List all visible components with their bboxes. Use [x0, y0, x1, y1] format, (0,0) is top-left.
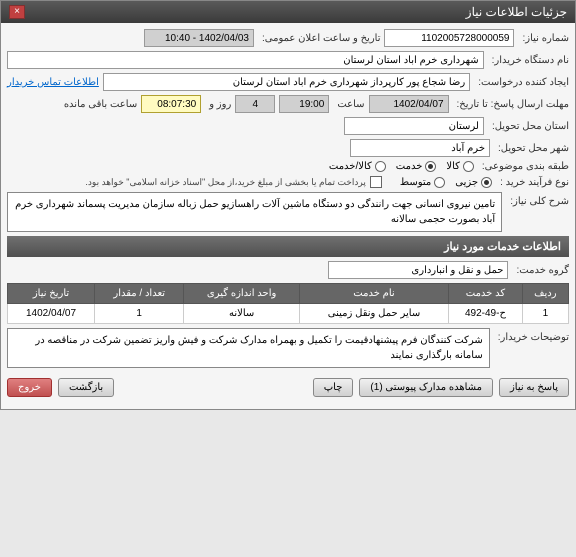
- back-button[interactable]: بازگشت: [58, 378, 114, 397]
- radio-icon: [375, 161, 386, 172]
- announce-datetime-field: 1402/04/03 - 10:40: [144, 29, 254, 47]
- radio-goods-service-label: کالا/خدمت: [329, 161, 372, 172]
- category-label: طبقه بندی موضوعی:: [478, 161, 569, 172]
- td-qty: 1: [95, 304, 184, 324]
- delivery-city-label: شهر محل تحویل:: [494, 143, 569, 154]
- request-creator-label: ایجاد کننده درخواست:: [474, 77, 569, 88]
- delivery-city-field: خرم آباد: [350, 139, 490, 157]
- td-index: 1: [522, 304, 568, 324]
- remaining-time-field: 08:07:30: [141, 95, 201, 113]
- section-header: اطلاعات خدمات مورد نیاز: [7, 236, 569, 257]
- keywords-textarea: تامین نیروی انسانی جهت رانندگی دو دستگاه…: [7, 192, 502, 232]
- radio-goods-label: کالا: [446, 161, 460, 172]
- th-date: تاریخ نیاز: [8, 284, 95, 304]
- purchase-type-label: نوع فرآیند خرید :: [496, 177, 569, 188]
- td-date: 1402/04/07: [8, 304, 95, 324]
- days-field: 4: [235, 95, 275, 113]
- buyer-device-label: نام دستگاه خریدار:: [488, 55, 569, 66]
- request-creator-field: رضا شجاع پور کارپرداز شهرداری خرم اباد ا…: [103, 73, 470, 91]
- delivery-province-label: استان محل تحویل:: [488, 121, 569, 132]
- th-unit: واحد اندازه گیری: [184, 284, 299, 304]
- need-number-label: شماره نیاز:: [518, 33, 569, 44]
- radio-goods-service[interactable]: کالا/خدمت: [329, 161, 386, 172]
- deadline-label: مهلت ارسال پاسخ: تا تاریخ:: [453, 99, 569, 110]
- radio-icon: [434, 177, 445, 188]
- radio-goods[interactable]: کالا: [446, 161, 474, 172]
- td-unit: سالانه: [184, 304, 299, 324]
- exit-button[interactable]: خروج: [7, 378, 52, 397]
- radio-icon: [425, 161, 436, 172]
- radio-service[interactable]: خدمت: [396, 161, 437, 172]
- service-group-field: حمل و نقل و انبارداری: [328, 261, 508, 279]
- radio-minor-label: جزیی: [455, 177, 478, 188]
- days-label: روز و: [205, 99, 231, 110]
- buyer-device-field: شهرداری خرم اباد استان لرستان: [7, 51, 484, 69]
- deadline-time-field: 19:00: [279, 95, 329, 113]
- content-area: شماره نیاز: 1102005728000059 تاریخ و ساع…: [1, 23, 575, 409]
- purchase-type-group: جزیی متوسط: [400, 177, 492, 188]
- td-code: ح-49-492: [449, 304, 523, 324]
- th-code: کد خدمت: [449, 284, 523, 304]
- services-table: ردیف کد خدمت نام خدمت واحد اندازه گیری ت…: [7, 283, 569, 324]
- respond-button[interactable]: پاسخ به نیاز: [499, 378, 569, 397]
- table-row: 1 ح-49-492 سایر حمل ونقل زمینی سالانه 1 …: [8, 304, 569, 324]
- window-title: جزئیات اطلاعات نیاز: [466, 5, 567, 19]
- service-group-label: گروه خدمت:: [512, 265, 569, 276]
- announce-label: تاریخ و ساعت اعلان عمومی:: [258, 33, 381, 44]
- print-button[interactable]: چاپ: [313, 378, 354, 397]
- radio-medium-label: متوسط: [400, 177, 431, 188]
- main-window: جزئیات اطلاعات نیاز × شماره نیاز: 110200…: [0, 0, 576, 410]
- table-header-row: ردیف کد خدمت نام خدمت واحد اندازه گیری ت…: [8, 284, 569, 304]
- remaining-label: ساعت باقی مانده: [60, 99, 137, 110]
- buyer-contact-link[interactable]: اطلاعات تماس خریدار: [7, 77, 99, 88]
- buyer-notes-textarea: شرکت کنندگان فرم پیشنهادقیمت را تکمیل و …: [7, 328, 490, 368]
- radio-icon: [463, 161, 474, 172]
- radio-service-label: خدمت: [396, 161, 423, 172]
- time-label: ساعت: [333, 99, 364, 110]
- payment-note: پرداخت تمام یا بخشی از مبلغ خرید،از محل …: [85, 177, 365, 188]
- close-icon[interactable]: ×: [9, 5, 25, 19]
- td-name: سایر حمل ونقل زمینی: [299, 304, 448, 324]
- payment-checkbox[interactable]: [370, 176, 382, 188]
- th-index: ردیف: [522, 284, 568, 304]
- radio-minor[interactable]: جزیی: [455, 177, 492, 188]
- category-radio-group: کالا خدمت کالا/خدمت: [329, 161, 474, 172]
- button-bar: پاسخ به نیاز مشاهده مدارک پیوستی (1) چاپ…: [7, 372, 569, 403]
- th-name: نام خدمت: [299, 284, 448, 304]
- radio-icon: [481, 177, 492, 188]
- buyer-notes-label: توضیحات خریدار:: [494, 328, 569, 343]
- keywords-label: شرح کلی نیاز:: [506, 192, 569, 207]
- titlebar: جزئیات اطلاعات نیاز ×: [1, 1, 575, 23]
- attachments-button[interactable]: مشاهده مدارک پیوستی (1): [359, 378, 493, 397]
- th-qty: تعداد / مقدار: [95, 284, 184, 304]
- deadline-date-field: 1402/04/07: [369, 95, 449, 113]
- delivery-province-field: لرستان: [344, 117, 484, 135]
- radio-medium[interactable]: متوسط: [400, 177, 445, 188]
- need-number-field: 1102005728000059: [384, 29, 514, 47]
